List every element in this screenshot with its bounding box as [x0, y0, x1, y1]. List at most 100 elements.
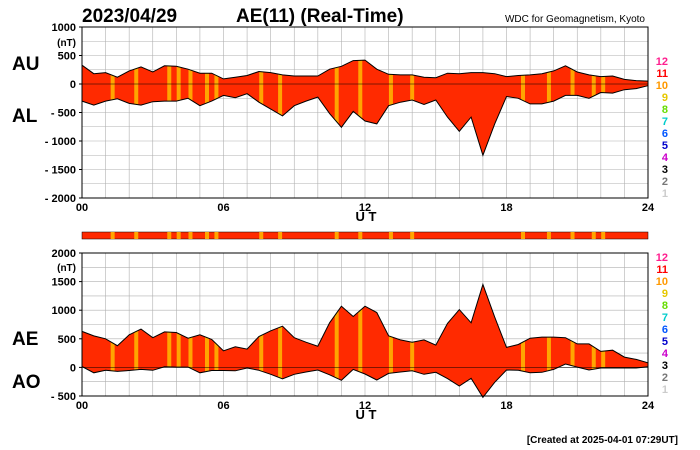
top-y-tick-label: - 500 — [51, 108, 76, 120]
bottom-highlight-stripe — [388, 284, 393, 396]
top-lower-line — [81, 85, 649, 157]
bottom-highlight-stripe — [134, 284, 139, 396]
status-bar-highlight — [601, 232, 606, 239]
top-x-tick-label: 18 — [500, 202, 512, 214]
status-bar-highlight — [591, 232, 596, 239]
top-highlight-stripe — [278, 60, 283, 156]
top-unit-label: (nT) — [57, 38, 76, 49]
created-timestamp: [Created at 2025-04-01 07:29UT] — [527, 435, 678, 446]
chart-title: AE(11) (Real-Time) — [236, 6, 404, 27]
ae-series-label: AE — [12, 329, 38, 350]
legend-bottom-level-6: 6 — [662, 324, 668, 336]
al-series-label: AL — [12, 106, 38, 127]
status-bar-highlight — [167, 232, 172, 239]
legend-top-level-9: 9 — [662, 92, 668, 104]
date-title: 2023/04/29 — [82, 6, 177, 27]
status-bar-highlight — [358, 232, 363, 239]
status-bar-highlight — [570, 232, 575, 239]
top-y-tick-label: 500 — [58, 51, 76, 63]
legend-top-level-3: 3 — [662, 164, 668, 176]
legend-top-level-12: 12 — [656, 56, 668, 68]
top-y-tick-label: - 1500 — [45, 165, 76, 177]
status-bar-highlight — [259, 232, 264, 239]
legend-bottom-level-7: 7 — [662, 312, 668, 324]
bottom-area — [82, 284, 648, 398]
status-bar-highlight — [410, 232, 415, 239]
bottom-y-tick-label: 2000 — [52, 248, 76, 260]
ao-series-label: AO — [12, 372, 41, 393]
status-bar-highlight — [214, 232, 219, 239]
source-label: WDC for Geomagnetism, Kyoto — [505, 14, 645, 25]
bottom-y-tick-label: 0 — [70, 362, 76, 374]
legend-bottom-level-9: 9 — [662, 288, 668, 300]
top-x-tick-label: 12 — [359, 202, 371, 214]
bottom-x-tick-label: 06 — [217, 400, 229, 412]
bottom-y-tick-label: 500 — [58, 334, 76, 346]
top-highlight-stripe — [334, 60, 339, 156]
legend-top-level-6: 6 — [662, 128, 668, 140]
legend-bottom-level-12: 12 — [656, 252, 668, 264]
top-y-tick-label: 0 — [70, 79, 76, 91]
legend-top-level-10: 10 — [656, 80, 668, 92]
status-bar-highlight — [546, 232, 551, 239]
top-x-tick-label: 00 — [76, 202, 88, 214]
legend-bottom-level-4: 4 — [662, 348, 669, 360]
status-bar-highlight — [204, 232, 209, 239]
au-series-label: AU — [12, 54, 39, 75]
status-bar-highlight — [334, 232, 339, 239]
legend-bottom-level-3: 3 — [662, 360, 668, 372]
legend-bottom-level-8: 8 — [662, 300, 668, 312]
bottom-upper-line — [81, 282, 649, 364]
legend-top-level-8: 8 — [662, 104, 668, 116]
top-y-tick-label: - 1000 — [45, 136, 76, 148]
top-x-tick-label: 24 — [642, 202, 655, 214]
top-x-tick-label: 06 — [217, 202, 229, 214]
legend-bottom-level-5: 5 — [662, 336, 668, 348]
bottom-highlight-stripe — [188, 284, 193, 396]
legend-top-level-11: 11 — [656, 68, 668, 80]
bottom-lower-line — [81, 363, 649, 399]
top-y-tick-label: 1000 — [52, 22, 76, 34]
legend-bottom-level-10: 10 — [656, 276, 668, 288]
bottom-x-tick-label: 24 — [642, 400, 655, 412]
legend-top-level-7: 7 — [662, 116, 668, 128]
legend-top-level-2: 2 — [662, 176, 668, 188]
legend-top-level-1: 1 — [662, 188, 668, 200]
bottom-y-tick-label: 1500 — [52, 277, 76, 289]
status-bar-highlight — [134, 232, 139, 239]
bottom-x-tick-label: 18 — [500, 400, 512, 412]
bottom-y-tick-label: 1000 — [52, 305, 76, 317]
status-bar-highlight — [521, 232, 526, 239]
bottom-highlight-stripe — [358, 284, 363, 396]
legend-bottom-level-11: 11 — [656, 264, 668, 276]
bottom-highlight-stripe — [259, 284, 264, 396]
top-x-axis-label: U T — [356, 209, 377, 224]
bottom-frame — [81, 252, 649, 397]
bottom-highlight-stripe — [204, 284, 209, 396]
status-bar-highlight — [110, 232, 115, 239]
bottom-y-tick-label: - 500 — [51, 391, 76, 403]
bottom-highlight-stripe — [167, 284, 172, 396]
top-y-tick-label: - 2000 — [45, 193, 76, 205]
bottom-x-axis-label: U T — [356, 407, 377, 422]
bottom-highlight-stripe — [176, 284, 181, 396]
bottom-highlight-stripe — [546, 284, 551, 396]
legend-top-level-5: 5 — [662, 140, 668, 152]
top-highlight-stripe — [358, 60, 363, 156]
bottom-unit-label: (nT) — [57, 263, 76, 274]
legend-bottom-level-1: 1 — [662, 384, 668, 396]
status-bar-base — [81, 231, 649, 240]
status-bar-highlight — [388, 232, 393, 239]
status-bar-highlight — [278, 232, 283, 239]
bottom-highlight-stripe — [278, 284, 283, 396]
status-bar-highlight — [176, 232, 181, 239]
top-upper-line — [81, 59, 649, 82]
legend-bottom-level-2: 2 — [662, 372, 668, 384]
status-bar — [81, 231, 649, 240]
bottom-highlight-stripe — [334, 284, 339, 396]
